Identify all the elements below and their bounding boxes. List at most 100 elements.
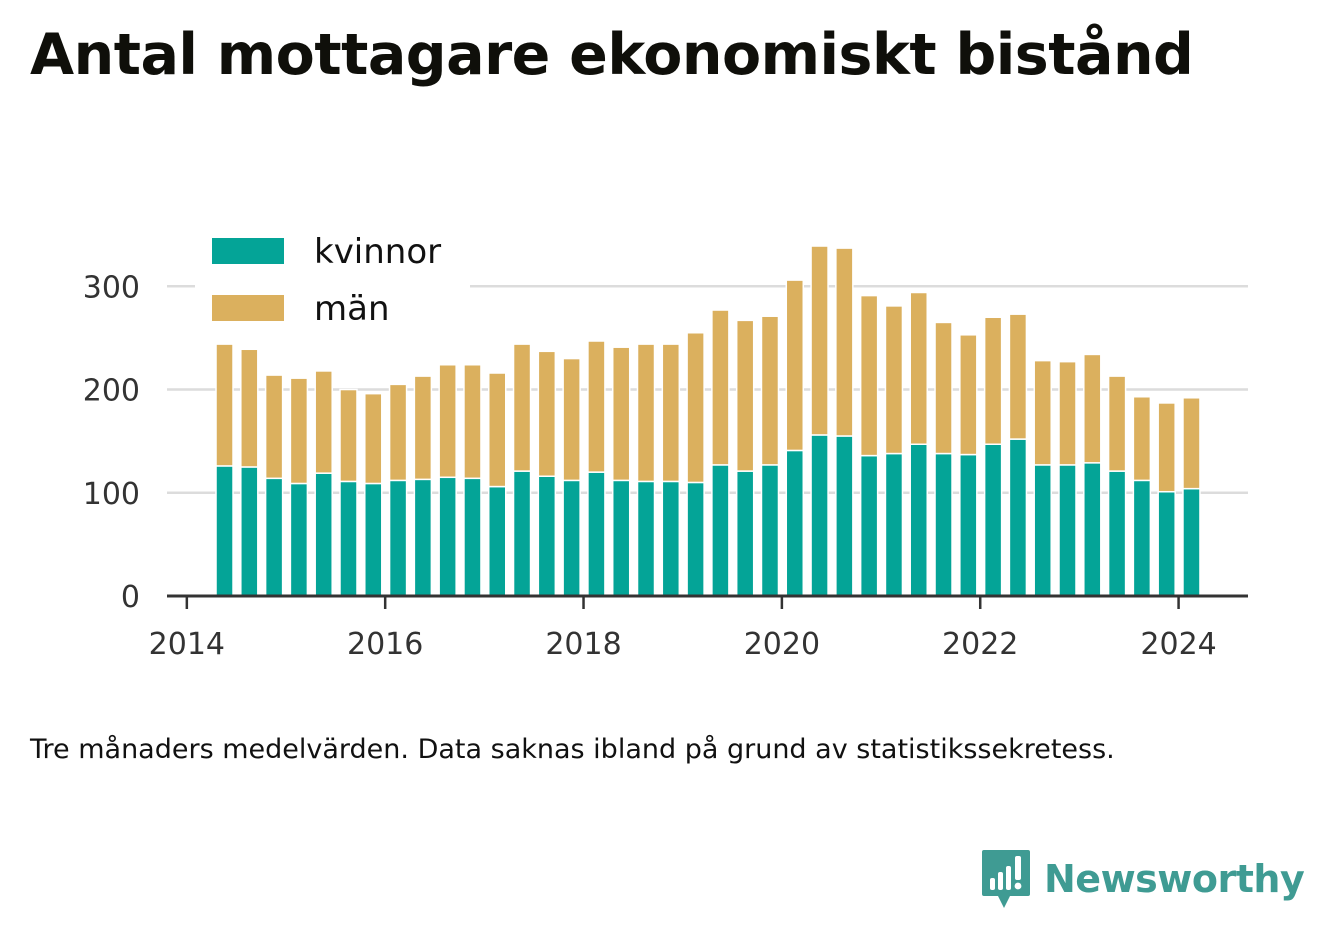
bar-kvinnor[interactable] [388, 479, 408, 597]
bar-kvinnor[interactable] [314, 472, 333, 597]
y-tick-label: 100 [83, 477, 140, 512]
bar-kvinnor[interactable] [289, 482, 309, 597]
bar-man[interactable] [1132, 396, 1152, 482]
bar-man[interactable] [1033, 359, 1052, 466]
bar-kvinnor[interactable] [413, 478, 433, 597]
bars [215, 245, 1201, 597]
bar-kvinnor[interactable] [264, 477, 284, 597]
bar-kvinnor[interactable] [884, 452, 904, 597]
bar-man[interactable] [909, 291, 928, 445]
bar-kvinnor[interactable] [488, 485, 507, 597]
bar-kvinnor[interactable] [438, 476, 457, 597]
bar-man[interactable] [636, 343, 656, 483]
x-tick-label: 2020 [744, 627, 820, 662]
bar-kvinnor[interactable] [859, 454, 879, 597]
bar-kvinnor[interactable] [240, 466, 259, 597]
bar-kvinnor[interactable] [785, 449, 805, 597]
bar-kvinnor[interactable] [810, 434, 829, 597]
bar-kvinnor[interactable] [1107, 470, 1127, 597]
bar-kvinnor[interactable] [1157, 490, 1176, 597]
bar-man[interactable] [488, 372, 507, 488]
bar-man[interactable] [1157, 402, 1176, 493]
bar-man[interactable] [215, 343, 234, 467]
bar-kvinnor[interactable] [339, 480, 358, 597]
bar-kvinnor[interactable] [587, 471, 606, 597]
bar-man[interactable] [884, 305, 904, 455]
bar-man[interactable] [711, 309, 730, 466]
x-tick-label: 2014 [149, 627, 225, 662]
bar-kvinnor[interactable] [364, 482, 383, 597]
bar-man[interactable] [735, 319, 755, 472]
bar-man[interactable] [339, 388, 358, 483]
bar-kvinnor[interactable] [1033, 464, 1052, 597]
bar-kvinnor[interactable] [735, 470, 755, 597]
x-tick-label: 2024 [1140, 627, 1216, 662]
bar-kvinnor[interactable] [1182, 487, 1201, 597]
bar-man[interactable] [810, 245, 829, 436]
y-tick-label: 0 [121, 580, 140, 615]
bar-kvinnor[interactable] [215, 465, 234, 597]
bar-kvinnor[interactable] [512, 470, 532, 597]
bar-kvinnor[interactable] [1083, 462, 1102, 597]
bar-man[interactable] [438, 364, 457, 479]
bar-kvinnor[interactable] [983, 443, 1003, 597]
bar-man[interactable] [1008, 313, 1028, 440]
bar-man[interactable] [661, 343, 681, 483]
bar-man[interactable] [264, 374, 284, 480]
brand-logo[interactable]: Newsworthy [980, 848, 1305, 910]
bar-kvinnor[interactable] [835, 435, 854, 597]
bar-man[interactable] [314, 370, 333, 474]
bar-man[interactable] [859, 294, 879, 457]
bar-kvinnor[interactable] [760, 464, 780, 597]
bar-kvinnor[interactable] [1058, 464, 1077, 597]
x-tick-label: 2018 [545, 627, 621, 662]
bar-man[interactable] [835, 247, 854, 437]
bar-kvinnor[interactable] [934, 452, 953, 597]
bar-man[interactable] [983, 316, 1003, 445]
bar-man[interactable] [1058, 360, 1077, 466]
bar-kvinnor[interactable] [463, 477, 482, 597]
bar-kvinnor[interactable] [611, 479, 631, 597]
bar-kvinnor[interactable] [959, 453, 978, 597]
bar-man[interactable] [562, 357, 581, 482]
bar-kvinnor[interactable] [711, 464, 730, 597]
legend-label-kvinnor: kvinnor [314, 232, 441, 272]
legend[interactable]: kvinnor män [195, 224, 470, 329]
bar-man[interactable] [1182, 397, 1201, 490]
bar-chart: 0 100 200 300 2014 2016 2018 2020 2022 2024 kvinn… [82, 224, 1248, 662]
bar-kvinnor[interactable] [562, 479, 581, 597]
bar-man[interactable] [785, 279, 805, 452]
bar-man[interactable] [1083, 353, 1102, 464]
bar-kvinnor[interactable] [1008, 438, 1028, 597]
bar-man[interactable] [512, 343, 532, 472]
bar-man[interactable] [686, 332, 705, 484]
footnote: Tre månaders medelvärden. Data saknas ib… [30, 734, 1115, 765]
bar-man[interactable] [959, 334, 978, 456]
x-tick-label: 2016 [347, 627, 423, 662]
bar-man[interactable] [587, 340, 606, 473]
bar-kvinnor[interactable] [636, 480, 656, 597]
bar-man[interactable] [1107, 375, 1127, 472]
bar-man[interactable] [388, 383, 408, 482]
legend-swatch-kvinnor [212, 238, 284, 264]
bar-man[interactable] [611, 346, 631, 482]
bar-man[interactable] [760, 315, 780, 466]
newsworthy-logo-icon [982, 850, 1030, 908]
bar-kvinnor[interactable] [537, 475, 557, 597]
bar-man[interactable] [413, 375, 433, 481]
bar-man[interactable] [934, 321, 953, 455]
bar-man[interactable] [463, 364, 482, 480]
x-tick-label: 2022 [942, 627, 1018, 662]
bar-man[interactable] [537, 350, 557, 477]
bar-man[interactable] [289, 377, 309, 485]
bar-man[interactable] [364, 392, 383, 485]
bar-man[interactable] [240, 348, 259, 468]
bar-kvinnor[interactable] [661, 480, 681, 597]
legend-swatch-man [212, 295, 284, 321]
chart-title: Antal mottagare ekonomiskt bistånd [30, 22, 1194, 88]
bar-kvinnor[interactable] [1132, 479, 1152, 597]
y-tick-label: 200 [83, 374, 140, 409]
legend-label-man: män [314, 289, 390, 329]
bar-kvinnor[interactable] [909, 443, 928, 597]
bar-kvinnor[interactable] [686, 481, 705, 597]
